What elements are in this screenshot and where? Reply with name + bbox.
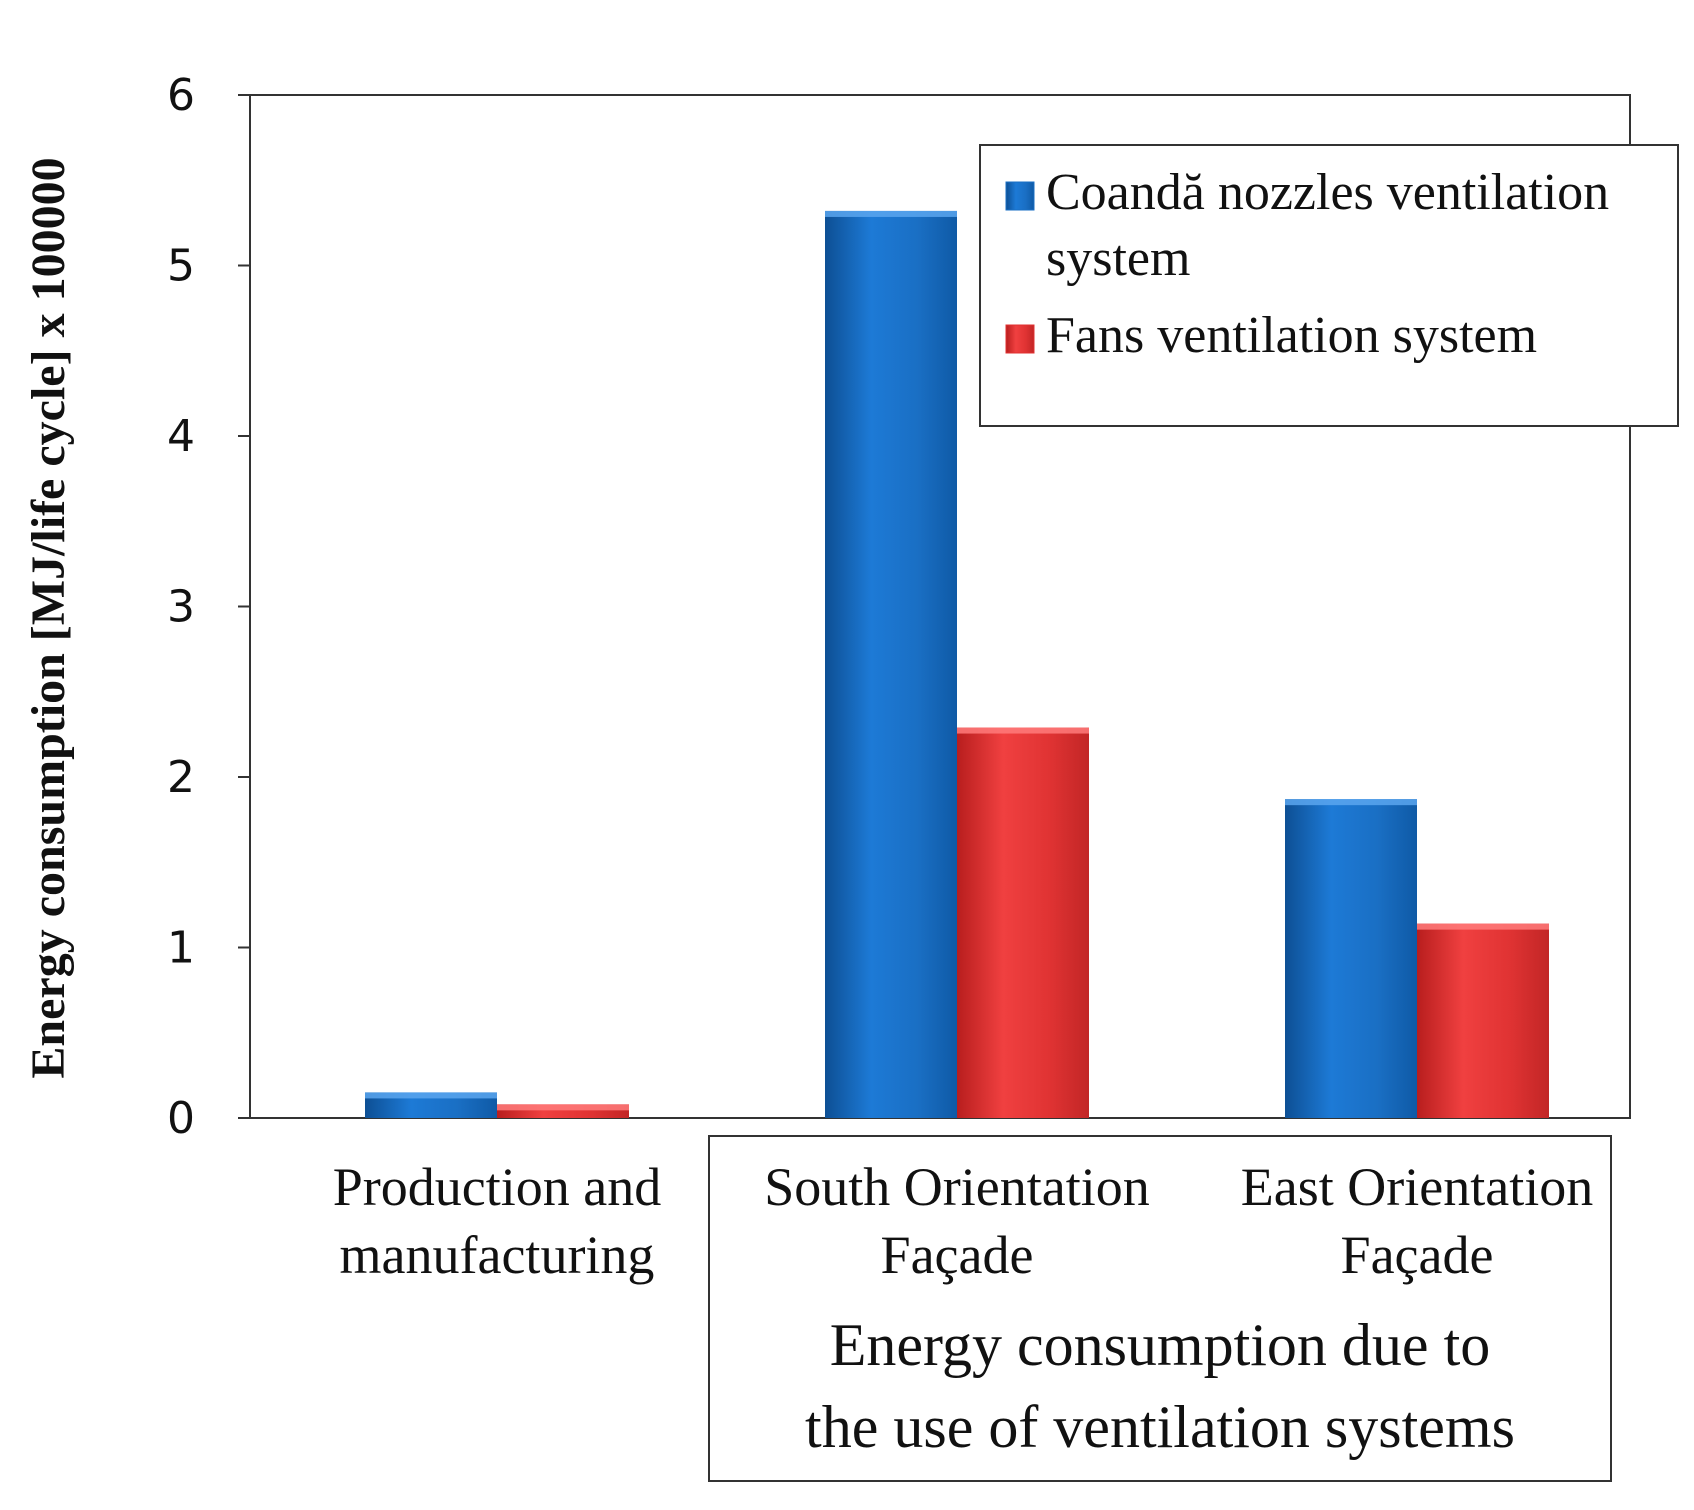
legend-label-line: system	[1046, 230, 1190, 287]
legend-label: Coandă nozzles ventilation system	[1046, 164, 1609, 287]
legend-label-line: Coandă nozzles ventilation	[1046, 164, 1609, 221]
x-tick-label-line: South Orientation	[764, 1157, 1149, 1217]
y-axis-ticks: 0 1 2 3 4 5 6	[167, 70, 250, 1144]
y-tick-label: 3	[167, 582, 195, 633]
legend-label-line: Fans ventilation system	[1046, 307, 1537, 364]
legend-box	[979, 144, 1679, 427]
bar-highlight	[365, 1092, 497, 1099]
x-tick-label-line: Façade	[881, 1225, 1034, 1285]
y-tick-label: 1	[167, 923, 195, 974]
group-box	[708, 1135, 1612, 1482]
legend-swatch	[1005, 181, 1035, 211]
x-tick-label: Production and manufacturing	[333, 1157, 661, 1285]
legend-swatch	[1005, 324, 1035, 354]
group-label: Energy consumption due to the use of vent…	[805, 1312, 1515, 1460]
legend-label: Fans ventilation system	[1046, 307, 1537, 364]
bar	[1417, 923, 1549, 1118]
y-tick-label: 0	[167, 1093, 195, 1144]
group-label-line: Energy consumption due to	[830, 1312, 1490, 1378]
bar-highlight	[1417, 923, 1549, 930]
y-tick-label: 2	[167, 752, 195, 803]
x-tick-label-line: Façade	[1341, 1225, 1494, 1285]
bar-series	[365, 210, 1549, 1118]
y-tick-label: 6	[167, 70, 195, 121]
bar-highlight	[825, 210, 957, 217]
x-tick-label: South Orientation Façade	[764, 1157, 1149, 1285]
x-axis-labels: Production and manufacturing South Orienta…	[333, 1157, 1593, 1285]
group-label-text: Energy consumption due to the use of vent…	[805, 1312, 1515, 1460]
x-tick-label-line: Production and	[333, 1157, 661, 1217]
bar	[957, 727, 1089, 1118]
bar-highlight	[1285, 799, 1417, 806]
bar-highlight	[957, 727, 1089, 734]
y-tick-label: 4	[167, 411, 195, 462]
x-tick-label-line: East Orientation	[1241, 1157, 1593, 1217]
y-tick-label: 5	[167, 241, 195, 292]
legend-items: Coandă nozzles ventilation system Fans ven…	[1005, 164, 1609, 364]
group-label-line: the use of ventilation systems	[805, 1394, 1515, 1460]
bar	[825, 210, 957, 1118]
x-tick-label-line: manufacturing	[340, 1225, 655, 1285]
bar	[1285, 799, 1417, 1118]
bar-highlight	[497, 1104, 629, 1111]
x-tick-label: East Orientation Façade	[1241, 1157, 1593, 1285]
legend: Coandă nozzles ventilation system Fans ven…	[979, 144, 1679, 427]
y-axis-label: Energy consumption [MJ/life cycle] x 100…	[22, 157, 75, 1078]
